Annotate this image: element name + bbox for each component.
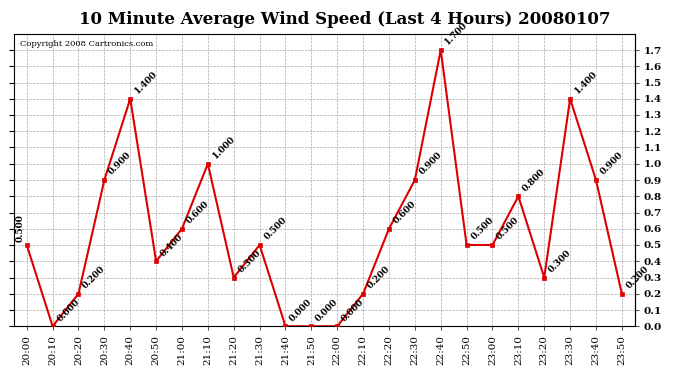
Text: 0.000: 0.000: [55, 297, 81, 323]
Text: 0.500: 0.500: [469, 216, 495, 242]
Text: 0.500: 0.500: [495, 216, 521, 242]
Text: 1.400: 1.400: [133, 69, 159, 96]
Text: 0.800: 0.800: [521, 167, 547, 193]
Text: 0.600: 0.600: [392, 200, 417, 225]
Text: 0.000: 0.000: [340, 297, 366, 323]
Text: 1.000: 1.000: [210, 134, 237, 160]
Text: 0.600: 0.600: [185, 200, 210, 225]
Text: 0.500: 0.500: [15, 214, 24, 242]
Text: 0.300: 0.300: [236, 248, 262, 274]
Text: 10 Minute Average Wind Speed (Last 4 Hours) 20080107: 10 Minute Average Wind Speed (Last 4 Hou…: [79, 11, 611, 28]
Text: 0.400: 0.400: [159, 232, 185, 258]
Text: 0.900: 0.900: [107, 151, 133, 177]
Text: 0.900: 0.900: [417, 151, 444, 177]
Text: 0.200: 0.200: [366, 264, 392, 291]
Text: 0.300: 0.300: [547, 248, 573, 274]
Text: 0.200: 0.200: [81, 264, 107, 291]
Text: 0.000: 0.000: [314, 297, 340, 323]
Text: Copyright 2008 Cartronics.com: Copyright 2008 Cartronics.com: [20, 40, 153, 48]
Text: 0.900: 0.900: [599, 151, 624, 177]
Text: 1.400: 1.400: [573, 69, 599, 96]
Text: 1.700: 1.700: [444, 21, 470, 47]
Text: 0.500: 0.500: [262, 216, 288, 242]
Text: 0.200: 0.200: [624, 264, 651, 291]
Text: 0.000: 0.000: [288, 297, 314, 323]
